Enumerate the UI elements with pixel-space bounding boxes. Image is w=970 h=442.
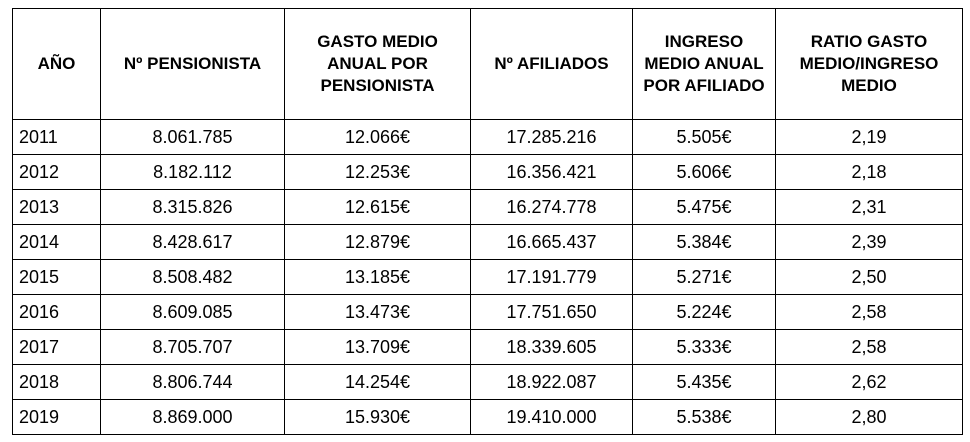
table-cell: 8.609.085 — [100, 294, 285, 330]
table-cell: 5.505€ — [632, 119, 776, 155]
table-cell: 13.709€ — [284, 329, 471, 365]
table-cell: 8.061.785 — [100, 119, 285, 155]
table-cell: 16.274.778 — [470, 189, 633, 225]
table-cell: 2013 — [12, 189, 101, 225]
table-cell: 16.665.437 — [470, 224, 633, 260]
table-body: 2011 8.061.785 12.066€ 17.285.216 5.505€ 2,19… — [12, 119, 963, 435]
data-table: AÑO Nº PENSIONISTA GASTO MEDIO ANUAL POR P… — [12, 8, 963, 435]
table-cell: 2,18 — [775, 154, 963, 190]
header-cell: AÑO — [12, 8, 101, 120]
table-cell: 5.475€ — [632, 189, 776, 225]
table-cell: 13.473€ — [284, 294, 471, 330]
header-row: AÑO Nº PENSIONISTA GASTO MEDIO ANUAL POR P… — [12, 8, 963, 120]
table-row: 2018 8.806.744 14.254€ 18.922.087 5.435€ 2,62 — [12, 364, 963, 400]
table-row: 2019 8.869.000 15.930€ 19.410.000 5.538€ 2,80 — [12, 399, 963, 435]
table-cell: 2,19 — [775, 119, 963, 155]
table-row: 2015 8.508.482 13.185€ 17.191.779 5.271€ 2,50 — [12, 259, 963, 295]
table-cell: 2,62 — [775, 364, 963, 400]
table-cell: 12.253€ — [284, 154, 471, 190]
table-cell: 8.182.112 — [100, 154, 285, 190]
header-cell: GASTO MEDIO ANUAL POR PENSIONISTA — [284, 8, 471, 120]
table-cell: 2019 — [12, 399, 101, 435]
table-cell: 8.428.617 — [100, 224, 285, 260]
table-cell: 5.435€ — [632, 364, 776, 400]
table-cell: 2017 — [12, 329, 101, 365]
table-row: 2014 8.428.617 12.879€ 16.665.437 5.384€ 2,39 — [12, 224, 963, 260]
table-row: 2011 8.061.785 12.066€ 17.285.216 5.505€ 2,19 — [12, 119, 963, 155]
table-cell: 2012 — [12, 154, 101, 190]
table-cell: 17.285.216 — [470, 119, 633, 155]
table-cell: 2,50 — [775, 259, 963, 295]
table-row: 2013 8.315.826 12.615€ 16.274.778 5.475€ 2,31 — [12, 189, 963, 225]
table-cell: 5.384€ — [632, 224, 776, 260]
table-cell: 2,39 — [775, 224, 963, 260]
table-cell: 5.224€ — [632, 294, 776, 330]
header-cell: Nº PENSIONISTA — [100, 8, 285, 120]
table-cell: 2016 — [12, 294, 101, 330]
table-cell: 8.705.707 — [100, 329, 285, 365]
table-cell: 14.254€ — [284, 364, 471, 400]
table-cell: 2,31 — [775, 189, 963, 225]
table-cell: 17.191.779 — [470, 259, 633, 295]
table-row: 2016 8.609.085 13.473€ 17.751.650 5.224€ 2,58 — [12, 294, 963, 330]
table-cell: 2,58 — [775, 329, 963, 365]
header-cell: INGRESO MEDIO ANUAL POR AFILIADO — [632, 8, 776, 120]
table-row: 2012 8.182.112 12.253€ 16.356.421 5.606€ 2,18 — [12, 154, 963, 190]
table-cell: 5.538€ — [632, 399, 776, 435]
table-cell: 15.930€ — [284, 399, 471, 435]
header-cell: RATIO GASTO MEDIO/INGRESO MEDIO — [775, 8, 963, 120]
table-cell: 2,80 — [775, 399, 963, 435]
header-cell: Nº AFILIADOS — [470, 8, 633, 120]
table-cell: 2011 — [12, 119, 101, 155]
table-cell: 5.333€ — [632, 329, 776, 365]
table-cell: 8.508.482 — [100, 259, 285, 295]
table-cell: 2014 — [12, 224, 101, 260]
table-cell: 18.339.605 — [470, 329, 633, 365]
table-cell: 2,58 — [775, 294, 963, 330]
table-cell: 5.606€ — [632, 154, 776, 190]
table-cell: 8.869.000 — [100, 399, 285, 435]
table-cell: 12.066€ — [284, 119, 471, 155]
table-cell: 8.806.744 — [100, 364, 285, 400]
table-cell: 13.185€ — [284, 259, 471, 295]
table-cell: 17.751.650 — [470, 294, 633, 330]
table-row: 2017 8.705.707 13.709€ 18.339.605 5.333€ 2,58 — [12, 329, 963, 365]
table-cell: 2015 — [12, 259, 101, 295]
table-cell: 8.315.826 — [100, 189, 285, 225]
table-cell: 2018 — [12, 364, 101, 400]
table-cell: 18.922.087 — [470, 364, 633, 400]
table-cell: 16.356.421 — [470, 154, 633, 190]
table-cell: 5.271€ — [632, 259, 776, 295]
table-cell: 19.410.000 — [470, 399, 633, 435]
table-cell: 12.879€ — [284, 224, 471, 260]
table-cell: 12.615€ — [284, 189, 471, 225]
